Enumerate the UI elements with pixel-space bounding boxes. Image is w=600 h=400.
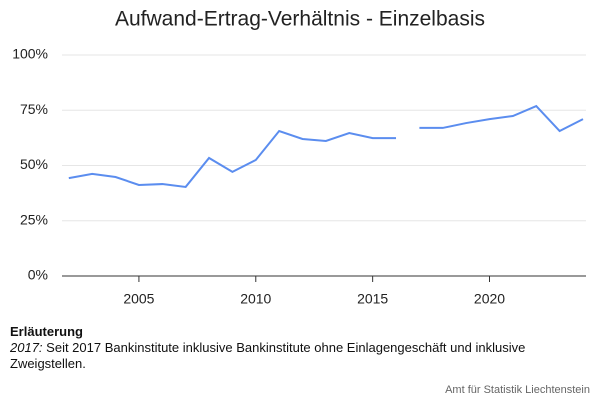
x-tick-label: 2010: [240, 291, 271, 307]
y-tick-label: 25%: [20, 211, 48, 227]
chart: Aufwand-Ertrag-Verhältnis - Einzelbasis …: [12, 8, 586, 307]
line: [419, 104, 584, 133]
y-tick-label: 50%: [20, 156, 48, 172]
y-tick-label: 75%: [20, 101, 48, 117]
y-tick-label: 0%: [28, 267, 48, 283]
x-tick-label: 2005: [123, 291, 154, 307]
x-tick-label: 2015: [357, 291, 388, 307]
note-text: Seit 2017 Bankinstitute inklusive Bankin…: [10, 340, 526, 371]
note-heading: Erläuterung: [10, 324, 83, 339]
y-tick-label: 100%: [12, 46, 48, 62]
x-tick-label: 2020: [474, 291, 505, 307]
source: Amt für Statistik Liechtenstein: [445, 384, 590, 396]
note-label: 2017:: [10, 340, 43, 355]
line: [68, 129, 397, 188]
note: Erläuterung 2017: Seit 2017 Bankinstitut…: [10, 324, 590, 372]
chart-title: Aufwand-Ertrag-Verhältnis - Einzelbasis: [115, 8, 485, 31]
